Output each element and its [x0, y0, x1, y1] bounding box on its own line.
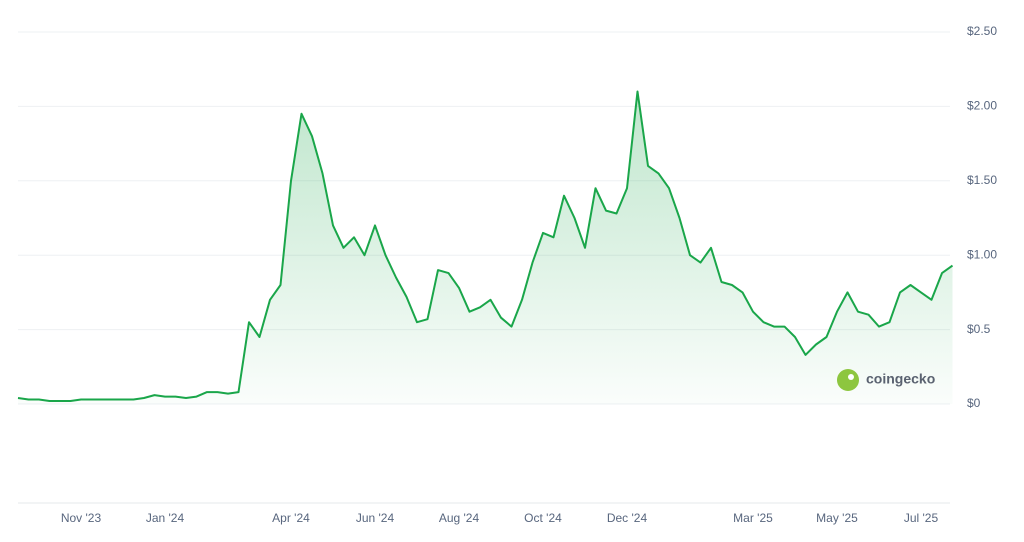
watermark-text: coingecko — [866, 371, 935, 387]
y-tick-label: $0 — [967, 396, 981, 410]
y-tick-label: $1.00 — [967, 247, 997, 261]
x-tick-label: Aug '24 — [439, 511, 480, 525]
watermark-eye — [848, 374, 854, 380]
x-tick-label: May '25 — [816, 511, 858, 525]
price-line — [17, 90, 954, 402]
y-tick-label: $2.00 — [967, 99, 997, 113]
x-tick-label: Dec '24 — [607, 511, 648, 525]
y-tick-label: $2.50 — [967, 24, 997, 38]
x-tick-label: Nov '23 — [61, 511, 102, 525]
y-tick-label: $1.50 — [967, 173, 997, 187]
x-tick-label: Apr '24 — [272, 511, 310, 525]
area-fill — [18, 91, 953, 404]
x-tick-label: Mar '25 — [733, 511, 773, 525]
x-tick-label: Jul '25 — [904, 511, 939, 525]
grid: $0 $0.5 $1.00 $1.50 $2.00 $2.50 Nov '23 Jan '24… — [17, 24, 997, 525]
x-tick-label: Oct '24 — [524, 511, 562, 525]
watermark: coingecko — [837, 369, 935, 391]
x-tick-label: Jan '24 — [146, 511, 185, 525]
watermark-logo — [837, 369, 859, 391]
y-tick-label: $0.5 — [967, 322, 991, 336]
x-tick-label: Jun '24 — [356, 511, 395, 525]
